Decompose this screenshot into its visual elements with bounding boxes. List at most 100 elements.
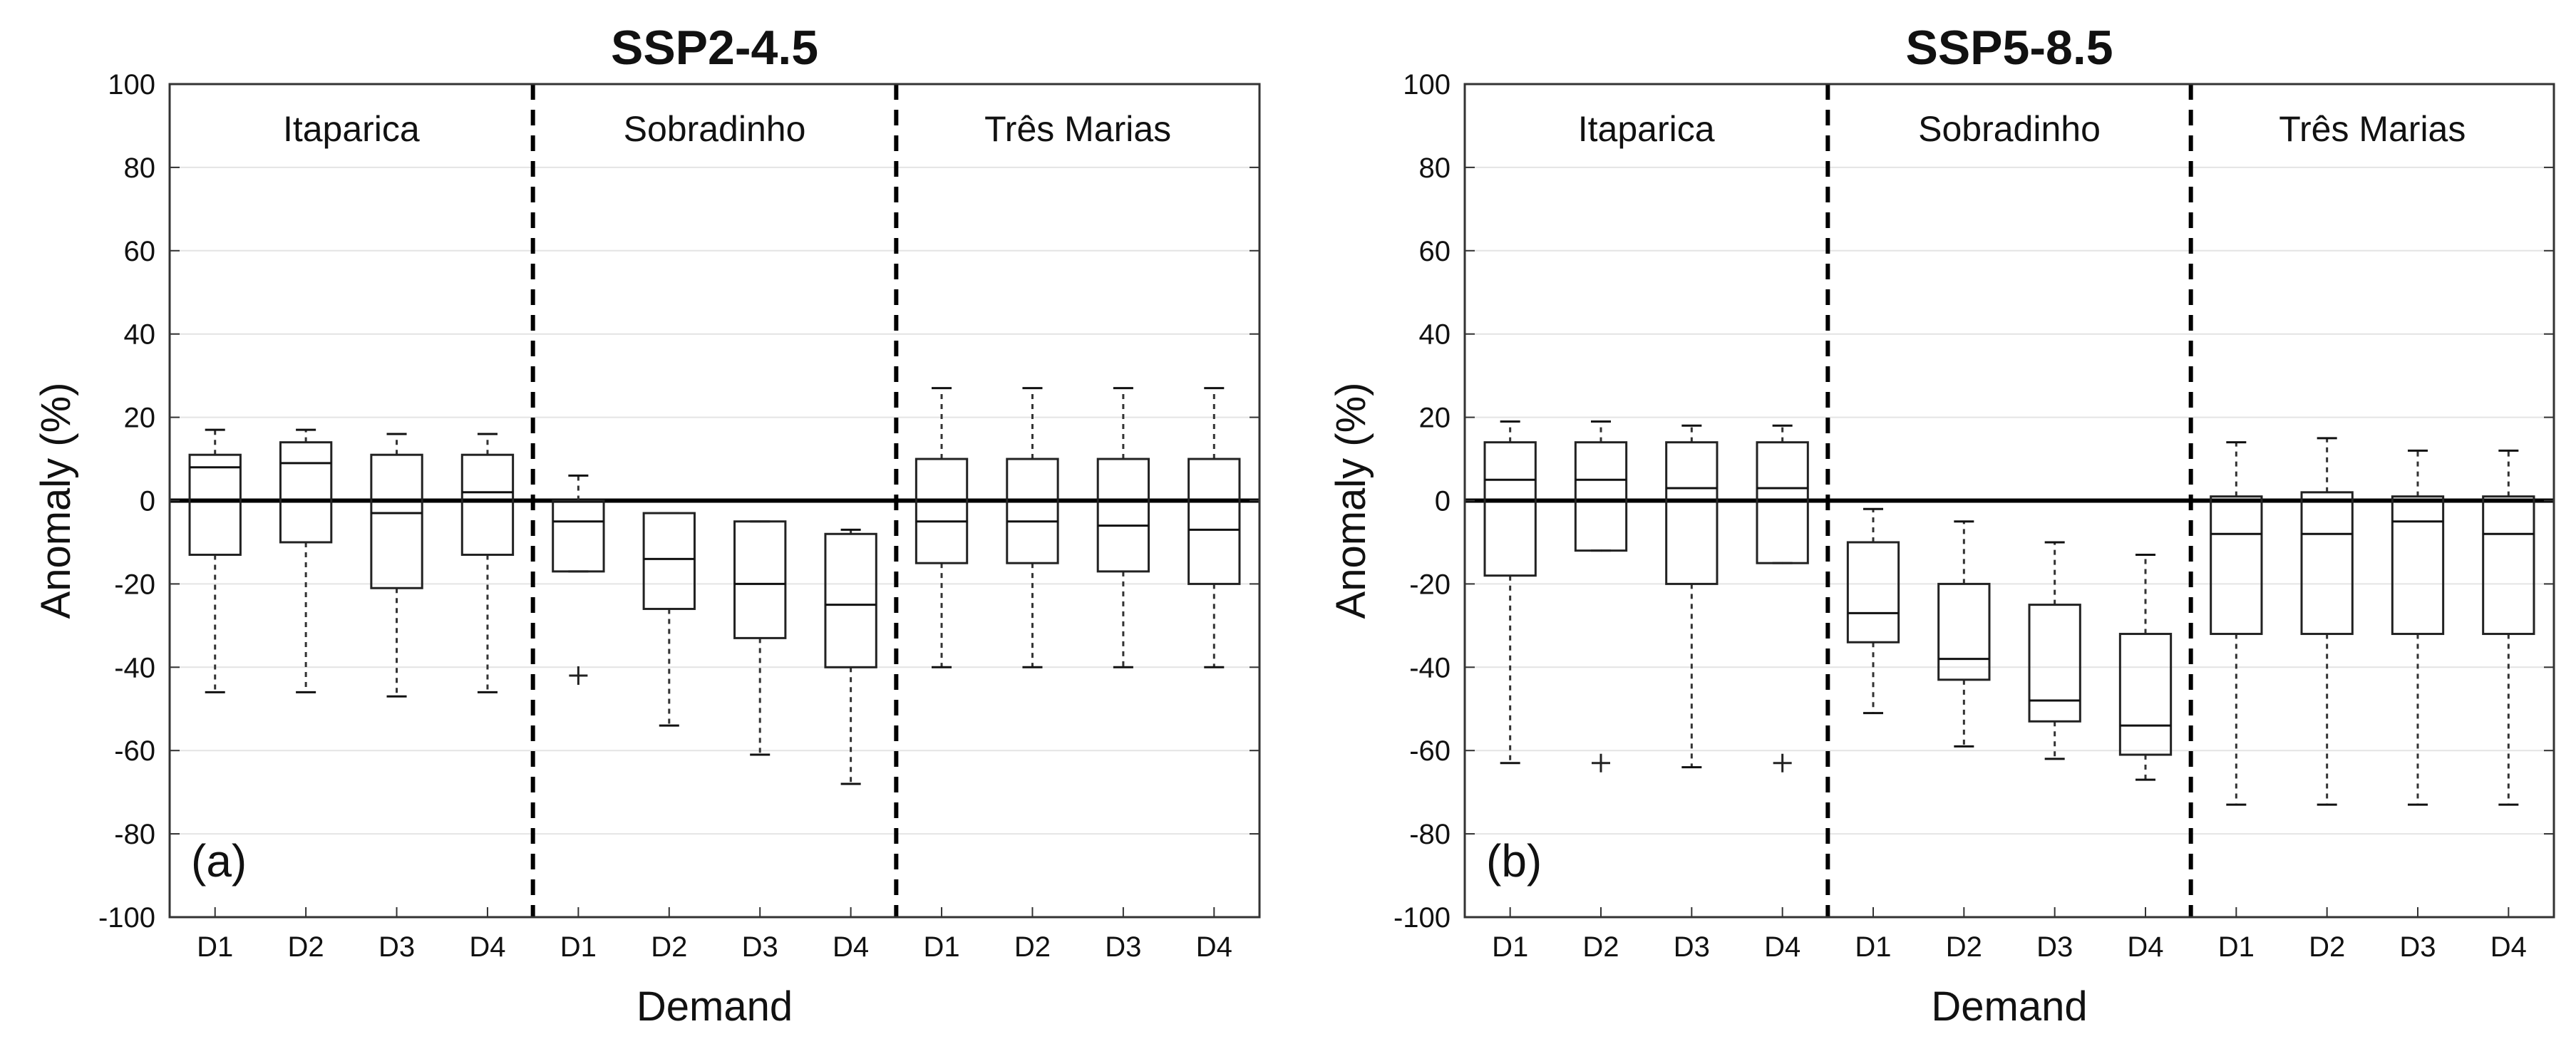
y-tick-label: 80 [124, 153, 156, 184]
box-plot-itaparica-d1 [188, 428, 242, 693]
panel-b: -100 -80 -60 -40 -20 0 20 40 60 80 100 Itaparica D1 D… [1328, 21, 2555, 1030]
box-iqr [1574, 441, 1628, 552]
box-plot-trsmarias-d4 [2482, 449, 2535, 806]
box-iqr [2300, 491, 2354, 636]
box-iqr [733, 520, 787, 639]
box-iqr [2028, 604, 2081, 723]
y-tick-label: 20 [124, 403, 156, 434]
y-tick-label: -40 [1409, 652, 1451, 683]
x-tick-label: D1 [197, 931, 233, 963]
panel-label: (b) [1486, 835, 1542, 887]
box-plot-trsmarias-d4 [1187, 387, 1241, 668]
box-iqr [1937, 582, 1991, 681]
x-tick-label: D1 [923, 931, 959, 963]
y-tick-label: -100 [1393, 902, 1451, 934]
box-plot-itaparica-d2 [279, 428, 333, 693]
plot-frame [1463, 83, 2555, 919]
box-iqr [2482, 495, 2535, 636]
x-tick-label: D3 [1674, 931, 1710, 963]
box-plot-sobradinho-d2 [1937, 520, 1991, 748]
y-tick-label: -20 [114, 569, 155, 600]
x-tick-label: D4 [1764, 931, 1800, 963]
group-label: Itaparica [283, 109, 420, 149]
x-tick-label: D2 [1582, 931, 1619, 963]
box-iqr [1665, 441, 1719, 585]
x-tick-label: D2 [288, 931, 324, 963]
box-plot-trsmarias-d2 [1006, 387, 1059, 668]
box-plot-sobradinho-d2 [642, 512, 696, 727]
y-tick-label: -80 [114, 819, 155, 850]
box-iqr [915, 458, 969, 564]
box-iqr [1483, 441, 1537, 577]
box-iqr [2118, 633, 2173, 756]
x-tick-label: D2 [1014, 931, 1051, 963]
box-plot-itaparica-d3 [370, 433, 423, 698]
box-iqr [188, 453, 242, 556]
x-tick-label: D1 [1492, 931, 1528, 963]
y-tick-label: 0 [140, 486, 155, 517]
box-iqr [1187, 458, 1241, 585]
box-iqr [1846, 541, 1900, 644]
x-tick-label: D2 [1946, 931, 1982, 963]
y-tick-label: -100 [98, 902, 155, 934]
box-iqr [460, 453, 515, 556]
x-tick-label: D2 [651, 931, 687, 963]
box-iqr [824, 532, 877, 668]
x-tick-label: D4 [1196, 931, 1232, 963]
x-tick-label: D3 [1105, 931, 1141, 963]
x-tick-label: D4 [2127, 931, 2163, 963]
box-iqr [2391, 495, 2445, 636]
x-tick-label: D4 [833, 931, 869, 963]
y-tick-label: 100 [108, 69, 155, 100]
box-plot-itaparica-d4 [1756, 424, 1809, 772]
box-iqr [1006, 458, 1059, 564]
x-tick-label: D1 [2218, 931, 2255, 963]
y-axis-label: Anomaly (%) [1328, 383, 1374, 619]
box-plot-sobradinho-d4 [2118, 553, 2173, 781]
box-plot-trsmarias-d1 [2210, 441, 2263, 806]
box-iqr [370, 453, 423, 589]
group-label: Sobradinho [624, 109, 806, 149]
x-axis-label: Demand [637, 983, 793, 1030]
box-iqr [1096, 458, 1150, 573]
box-plot-itaparica-d1 [1483, 420, 1537, 765]
chart-title: SSP2-4.5 [611, 21, 818, 75]
y-tick-label: -40 [114, 652, 155, 683]
x-tick-label: D2 [2309, 931, 2345, 963]
x-axis-label: Demand [1931, 983, 2087, 1030]
box-iqr [279, 441, 333, 544]
x-tick-label: D3 [742, 931, 778, 963]
box-iqr [552, 500, 605, 573]
group-label: Sobradinho [1918, 109, 2101, 149]
group-label: Itaparica [1578, 109, 1715, 149]
y-tick-label: 60 [1419, 236, 1451, 267]
y-tick-label: 20 [1419, 403, 1451, 434]
box-plot-sobradinho-d4 [824, 528, 877, 785]
plot-frame [168, 83, 1261, 919]
box-iqr [642, 512, 696, 610]
x-tick-label: D3 [378, 931, 415, 963]
box-plot-itaparica-d3 [1665, 424, 1719, 769]
x-tick-label: D1 [560, 931, 597, 963]
box-iqr [2210, 495, 2263, 636]
box-plot-trsmarias-d3 [1096, 387, 1150, 668]
y-tick-label: 80 [1419, 153, 1451, 184]
y-tick-label: 40 [124, 319, 156, 351]
box-iqr [1756, 441, 1809, 564]
panel-label: (a) [191, 835, 247, 887]
y-axis-label: Anomaly (%) [33, 383, 79, 619]
panel-a: -100 -80 -60 -40 -20 0 20 40 60 80 100 Itaparica D1 D… [33, 21, 1261, 1030]
box-plot-sobradinho-d1 [1846, 507, 1900, 715]
box-plot-sobradinho-d3 [2028, 541, 2081, 760]
y-tick-label: 60 [124, 236, 156, 267]
box-plot-sobradinho-d1 [552, 474, 605, 685]
box-plot-itaparica-d2 [1574, 420, 1628, 772]
y-tick-label: -60 [1409, 735, 1451, 767]
y-tick-label: -20 [1409, 569, 1451, 600]
y-tick-label: -60 [114, 735, 155, 767]
chart-title: SSP5-8.5 [1905, 21, 2113, 75]
box-plot-trsmarias-d3 [2391, 449, 2445, 806]
x-tick-label: D4 [2490, 931, 2527, 963]
x-tick-label: D1 [1855, 931, 1891, 963]
